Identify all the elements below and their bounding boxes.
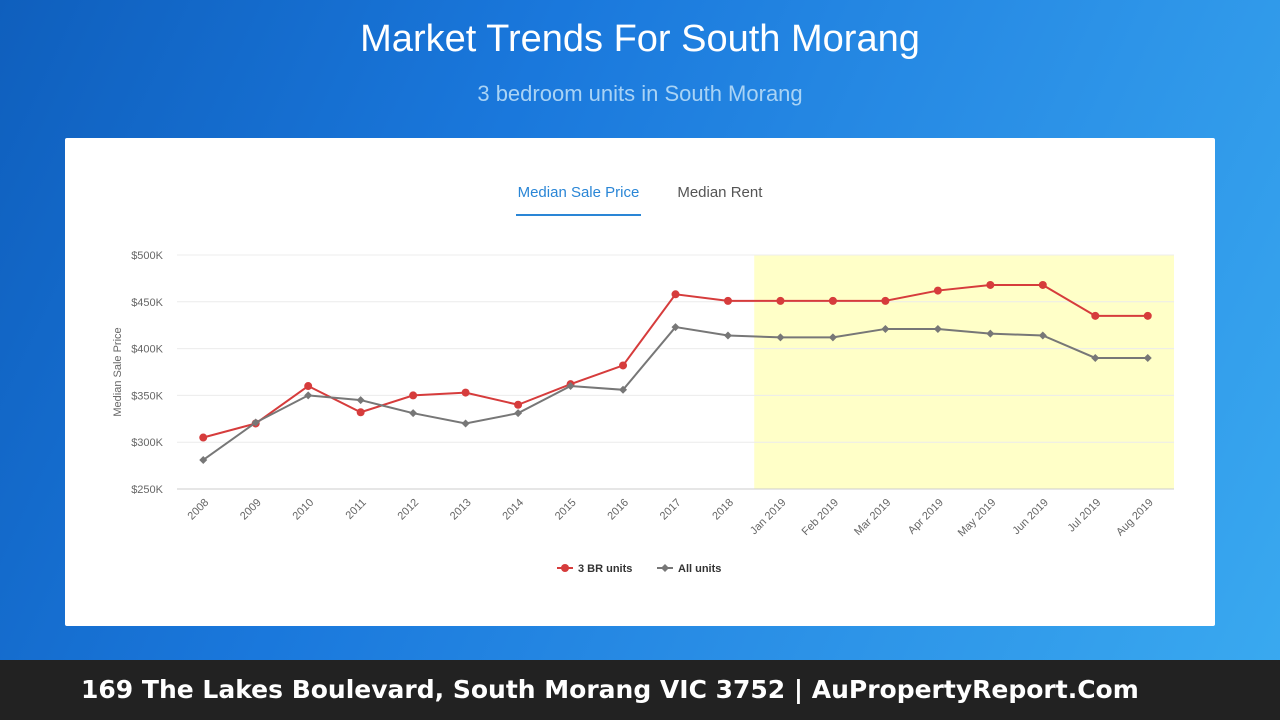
x-tick-label: 2017 <box>658 497 684 523</box>
data-point-3br <box>986 280 995 289</box>
data-point-all <box>933 324 942 333</box>
data-point-3br <box>409 391 418 400</box>
x-tick-label: Apr 2019 <box>906 497 946 537</box>
tab-median-sale-price[interactable]: Median Sale Price <box>515 182 642 216</box>
legend-3br-label: 3 BR units <box>578 563 632 575</box>
data-point-3br <box>723 296 732 305</box>
data-point-all <box>986 329 995 338</box>
y-tick-label: $250K <box>131 484 163 496</box>
data-point-3br <box>461 388 470 397</box>
chart-tabs: Median Sale Price Median Rent <box>65 182 1215 216</box>
highlight-band <box>754 255 1174 489</box>
data-point-all <box>251 418 260 427</box>
data-point-3br <box>881 296 890 305</box>
data-point-3br <box>1143 311 1152 320</box>
y-tick-label: $400K <box>131 344 163 356</box>
data-point-all <box>356 396 365 405</box>
legend-3br-marker <box>561 564 569 572</box>
x-tick-label: Aug 2019 <box>1114 497 1156 539</box>
x-tick-label: 2012 <box>395 497 421 523</box>
data-point-all <box>828 333 837 342</box>
footer-address: 169 The Lakes Boulevard, South Morang VI… <box>0 660 1280 720</box>
data-point-all <box>1038 331 1047 340</box>
data-point-3br <box>933 286 942 295</box>
y-tick-label: $350K <box>131 390 163 402</box>
data-point-all <box>619 385 628 394</box>
data-point-all <box>409 409 418 418</box>
x-tick-label: 2016 <box>605 497 631 523</box>
x-tick-label: 2011 <box>344 497 369 522</box>
data-point-3br <box>199 433 208 442</box>
data-point-all <box>1091 353 1100 362</box>
y-axis-title: Median Sale Price <box>112 327 124 416</box>
x-tick-label: 2013 <box>448 497 474 523</box>
x-tick-label: 2014 <box>500 497 526 523</box>
x-tick-label: Jan 2019 <box>748 497 788 537</box>
x-tick-label: 2009 <box>238 497 264 523</box>
legend-all-marker <box>661 564 669 572</box>
data-point-3br <box>356 408 365 417</box>
data-point-all <box>881 324 890 333</box>
data-point-3br <box>776 296 785 305</box>
data-point-all <box>199 455 208 464</box>
x-tick-label: May 2019 <box>956 497 999 540</box>
x-tick-label: Jul 2019 <box>1066 497 1104 535</box>
data-point-all <box>566 382 575 391</box>
data-point-3br <box>304 382 313 391</box>
data-point-3br <box>1038 280 1047 289</box>
page-title: Market Trends For South Morang <box>360 18 920 60</box>
tab-median-rent[interactable]: Median Rent <box>677 184 763 201</box>
data-point-all <box>461 419 470 428</box>
data-point-all <box>514 409 523 418</box>
x-tick-label: 2010 <box>291 497 317 523</box>
data-point-all <box>671 323 680 332</box>
data-point-3br <box>619 361 628 370</box>
chart-card: Median Sale Price Median Rent $250K $300K… <box>65 138 1215 626</box>
x-tick-label: 2015 <box>553 497 579 523</box>
data-point-all <box>1143 353 1152 362</box>
data-point-3br <box>828 296 837 305</box>
x-tick-label: Mar 2019 <box>852 497 893 538</box>
x-tick-label: 2018 <box>710 497 736 523</box>
data-point-3br <box>671 290 680 299</box>
x-tick-label: 2008 <box>186 497 212 523</box>
data-point-all <box>304 391 313 400</box>
data-point-all <box>776 333 785 342</box>
data-point-all <box>723 331 732 340</box>
y-tick-label: $500K <box>131 250 163 262</box>
y-tick-label: $450K <box>131 297 163 309</box>
data-point-3br <box>514 400 523 409</box>
data-point-3br <box>1091 311 1100 320</box>
y-tick-label: $300K <box>131 437 163 449</box>
x-tick-label: Jun 2019 <box>1010 497 1050 537</box>
legend-all-label: All units <box>678 563 721 575</box>
line-chart: $250K $300K $350K $400K $450K $500K Median Sal… <box>112 250 1174 575</box>
x-tick-label: Feb 2019 <box>800 497 841 538</box>
page-subtitle: 3 bedroom units in South Morang <box>477 81 803 106</box>
